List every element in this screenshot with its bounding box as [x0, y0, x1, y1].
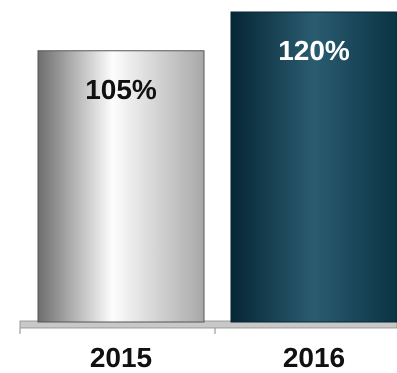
data-label-2016: 120%	[278, 35, 350, 66]
data-label-2015: 105%	[85, 74, 157, 105]
x-axis-baseline	[19, 320, 397, 329]
bar-2016	[230, 11, 397, 323]
bar-2015	[37, 50, 205, 323]
x-tick-label-2015: 2015	[90, 342, 152, 373]
x-tick-label-2016: 2016	[283, 342, 345, 373]
